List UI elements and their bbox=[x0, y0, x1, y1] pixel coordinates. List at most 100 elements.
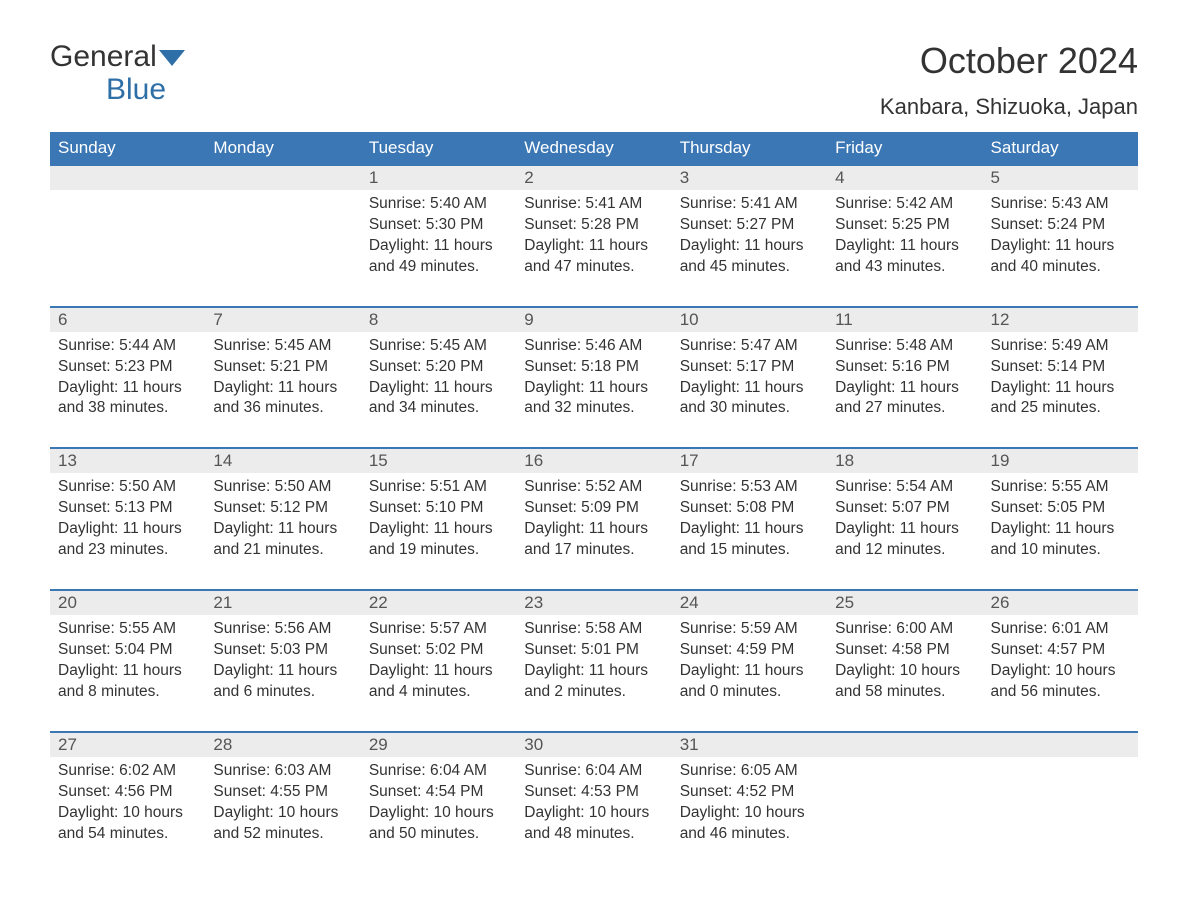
calendar-week-row: 6Sunrise: 5:44 AMSunset: 5:23 PMDaylight… bbox=[50, 307, 1138, 449]
day-number: 21 bbox=[205, 591, 360, 615]
day-number: 31 bbox=[672, 733, 827, 757]
day-body: Sunrise: 5:55 AMSunset: 5:04 PMDaylight:… bbox=[50, 615, 205, 731]
title-block: October 2024 Kanbara, Shizuoka, Japan bbox=[880, 40, 1138, 120]
day-number: 30 bbox=[516, 733, 671, 757]
calendar-day-cell: 2Sunrise: 5:41 AMSunset: 5:28 PMDaylight… bbox=[516, 165, 671, 307]
day-number: 15 bbox=[361, 449, 516, 473]
calendar-day-cell: 31Sunrise: 6:05 AMSunset: 4:52 PMDayligh… bbox=[672, 732, 827, 873]
calendar-header-row: SundayMondayTuesdayWednesdayThursdayFrid… bbox=[50, 132, 1138, 165]
calendar-day-cell: 25Sunrise: 6:00 AMSunset: 4:58 PMDayligh… bbox=[827, 590, 982, 732]
day-body: Sunrise: 5:51 AMSunset: 5:10 PMDaylight:… bbox=[361, 473, 516, 589]
logo-flag-icon bbox=[159, 40, 185, 73]
day-body: Sunrise: 5:45 AMSunset: 5:21 PMDaylight:… bbox=[205, 332, 360, 448]
day-body: Sunrise: 5:59 AMSunset: 4:59 PMDaylight:… bbox=[672, 615, 827, 731]
day-body: Sunrise: 5:40 AMSunset: 5:30 PMDaylight:… bbox=[361, 190, 516, 306]
calendar-day-cell: 3Sunrise: 5:41 AMSunset: 5:27 PMDaylight… bbox=[672, 165, 827, 307]
weekday-header: Wednesday bbox=[516, 132, 671, 165]
day-number: 6 bbox=[50, 308, 205, 332]
calendar-day-cell bbox=[827, 732, 982, 873]
brand-logo: General Blue bbox=[50, 40, 185, 106]
day-number: 2 bbox=[516, 166, 671, 190]
calendar-day-cell: 27Sunrise: 6:02 AMSunset: 4:56 PMDayligh… bbox=[50, 732, 205, 873]
day-body: Sunrise: 6:01 AMSunset: 4:57 PMDaylight:… bbox=[983, 615, 1138, 731]
day-body: Sunrise: 6:04 AMSunset: 4:53 PMDaylight:… bbox=[516, 757, 671, 873]
weekday-header: Thursday bbox=[672, 132, 827, 165]
calendar-day-cell: 20Sunrise: 5:55 AMSunset: 5:04 PMDayligh… bbox=[50, 590, 205, 732]
calendar-day-cell: 6Sunrise: 5:44 AMSunset: 5:23 PMDaylight… bbox=[50, 307, 205, 449]
weekday-header: Tuesday bbox=[361, 132, 516, 165]
day-number: 17 bbox=[672, 449, 827, 473]
calendar-day-cell bbox=[983, 732, 1138, 873]
day-body: Sunrise: 5:54 AMSunset: 5:07 PMDaylight:… bbox=[827, 473, 982, 589]
weekday-header: Monday bbox=[205, 132, 360, 165]
calendar-day-cell bbox=[50, 165, 205, 307]
day-body: Sunrise: 6:05 AMSunset: 4:52 PMDaylight:… bbox=[672, 757, 827, 873]
day-number: 24 bbox=[672, 591, 827, 615]
calendar-day-cell: 19Sunrise: 5:55 AMSunset: 5:05 PMDayligh… bbox=[983, 448, 1138, 590]
calendar-day-cell: 30Sunrise: 6:04 AMSunset: 4:53 PMDayligh… bbox=[516, 732, 671, 873]
day-body: Sunrise: 5:56 AMSunset: 5:03 PMDaylight:… bbox=[205, 615, 360, 731]
calendar-day-cell: 12Sunrise: 5:49 AMSunset: 5:14 PMDayligh… bbox=[983, 307, 1138, 449]
day-number-empty bbox=[983, 733, 1138, 757]
day-body: Sunrise: 6:04 AMSunset: 4:54 PMDaylight:… bbox=[361, 757, 516, 873]
day-number: 3 bbox=[672, 166, 827, 190]
day-number: 26 bbox=[983, 591, 1138, 615]
day-number: 20 bbox=[50, 591, 205, 615]
calendar-day-cell: 5Sunrise: 5:43 AMSunset: 5:24 PMDaylight… bbox=[983, 165, 1138, 307]
day-body: Sunrise: 5:48 AMSunset: 5:16 PMDaylight:… bbox=[827, 332, 982, 448]
brand-line2: Blue bbox=[50, 73, 166, 106]
day-number: 22 bbox=[361, 591, 516, 615]
day-number: 14 bbox=[205, 449, 360, 473]
day-number: 11 bbox=[827, 308, 982, 332]
day-number: 12 bbox=[983, 308, 1138, 332]
day-body: Sunrise: 5:57 AMSunset: 5:02 PMDaylight:… bbox=[361, 615, 516, 731]
day-body: Sunrise: 5:44 AMSunset: 5:23 PMDaylight:… bbox=[50, 332, 205, 448]
day-number: 28 bbox=[205, 733, 360, 757]
location: Kanbara, Shizuoka, Japan bbox=[880, 94, 1138, 120]
day-number: 7 bbox=[205, 308, 360, 332]
day-body: Sunrise: 5:46 AMSunset: 5:18 PMDaylight:… bbox=[516, 332, 671, 448]
day-number: 29 bbox=[361, 733, 516, 757]
day-number: 9 bbox=[516, 308, 671, 332]
day-number: 13 bbox=[50, 449, 205, 473]
calendar-day-cell: 26Sunrise: 6:01 AMSunset: 4:57 PMDayligh… bbox=[983, 590, 1138, 732]
day-body: Sunrise: 5:41 AMSunset: 5:28 PMDaylight:… bbox=[516, 190, 671, 306]
calendar-table: SundayMondayTuesdayWednesdayThursdayFrid… bbox=[50, 132, 1138, 872]
calendar-day-cell: 22Sunrise: 5:57 AMSunset: 5:02 PMDayligh… bbox=[361, 590, 516, 732]
calendar-day-cell: 29Sunrise: 6:04 AMSunset: 4:54 PMDayligh… bbox=[361, 732, 516, 873]
calendar-day-cell: 23Sunrise: 5:58 AMSunset: 5:01 PMDayligh… bbox=[516, 590, 671, 732]
calendar-day-cell: 18Sunrise: 5:54 AMSunset: 5:07 PMDayligh… bbox=[827, 448, 982, 590]
day-body: Sunrise: 5:52 AMSunset: 5:09 PMDaylight:… bbox=[516, 473, 671, 589]
calendar-day-cell: 13Sunrise: 5:50 AMSunset: 5:13 PMDayligh… bbox=[50, 448, 205, 590]
day-number-empty bbox=[205, 166, 360, 190]
day-body: Sunrise: 5:49 AMSunset: 5:14 PMDaylight:… bbox=[983, 332, 1138, 448]
day-body: Sunrise: 5:50 AMSunset: 5:12 PMDaylight:… bbox=[205, 473, 360, 589]
calendar-week-row: 20Sunrise: 5:55 AMSunset: 5:04 PMDayligh… bbox=[50, 590, 1138, 732]
day-number: 27 bbox=[50, 733, 205, 757]
month-title: October 2024 bbox=[880, 40, 1138, 82]
day-number: 10 bbox=[672, 308, 827, 332]
day-body: Sunrise: 5:50 AMSunset: 5:13 PMDaylight:… bbox=[50, 473, 205, 589]
calendar-week-row: 13Sunrise: 5:50 AMSunset: 5:13 PMDayligh… bbox=[50, 448, 1138, 590]
calendar-day-cell: 11Sunrise: 5:48 AMSunset: 5:16 PMDayligh… bbox=[827, 307, 982, 449]
day-body: Sunrise: 5:53 AMSunset: 5:08 PMDaylight:… bbox=[672, 473, 827, 589]
day-body: Sunrise: 5:41 AMSunset: 5:27 PMDaylight:… bbox=[672, 190, 827, 306]
day-number-empty bbox=[827, 733, 982, 757]
calendar-day-cell: 9Sunrise: 5:46 AMSunset: 5:18 PMDaylight… bbox=[516, 307, 671, 449]
header: General Blue October 2024 Kanbara, Shizu… bbox=[50, 40, 1138, 120]
day-body: Sunrise: 5:55 AMSunset: 5:05 PMDaylight:… bbox=[983, 473, 1138, 589]
day-body: Sunrise: 6:03 AMSunset: 4:55 PMDaylight:… bbox=[205, 757, 360, 873]
day-number: 4 bbox=[827, 166, 982, 190]
day-body: Sunrise: 5:47 AMSunset: 5:17 PMDaylight:… bbox=[672, 332, 827, 448]
day-number: 25 bbox=[827, 591, 982, 615]
calendar-day-cell: 10Sunrise: 5:47 AMSunset: 5:17 PMDayligh… bbox=[672, 307, 827, 449]
day-number: 19 bbox=[983, 449, 1138, 473]
calendar-day-cell: 24Sunrise: 5:59 AMSunset: 4:59 PMDayligh… bbox=[672, 590, 827, 732]
calendar-day-cell: 8Sunrise: 5:45 AMSunset: 5:20 PMDaylight… bbox=[361, 307, 516, 449]
day-number: 18 bbox=[827, 449, 982, 473]
weekday-header: Friday bbox=[827, 132, 982, 165]
day-body: Sunrise: 5:45 AMSunset: 5:20 PMDaylight:… bbox=[361, 332, 516, 448]
calendar-day-cell: 16Sunrise: 5:52 AMSunset: 5:09 PMDayligh… bbox=[516, 448, 671, 590]
calendar-day-cell: 28Sunrise: 6:03 AMSunset: 4:55 PMDayligh… bbox=[205, 732, 360, 873]
weekday-header: Sunday bbox=[50, 132, 205, 165]
